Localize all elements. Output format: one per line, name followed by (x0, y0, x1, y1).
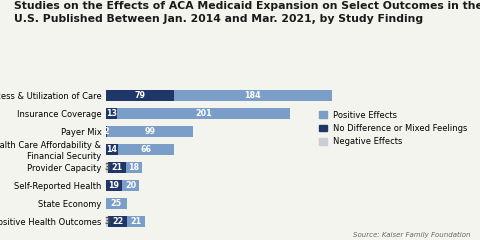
Text: 13: 13 (106, 109, 117, 118)
Bar (127, 216, 145, 227)
Text: 14: 14 (106, 145, 117, 154)
Bar (106, 198, 127, 209)
Text: 18: 18 (129, 163, 140, 172)
Text: 201: 201 (195, 109, 212, 118)
Text: 21: 21 (131, 217, 142, 226)
Bar (118, 144, 174, 155)
Text: 3: 3 (104, 163, 109, 172)
Legend: Positive Effects, No Difference or Mixed Feelings, Negative Effects: Positive Effects, No Difference or Mixed… (316, 107, 471, 149)
Bar (108, 126, 192, 137)
Text: 3: 3 (104, 217, 109, 226)
Bar (108, 162, 126, 173)
Bar (126, 162, 142, 173)
Bar (174, 90, 332, 101)
Bar (106, 144, 118, 155)
Text: Studies on the Effects of ACA Medicaid Expansion on Select Outcomes in the
U.S. : Studies on the Effects of ACA Medicaid E… (14, 1, 480, 24)
Text: 99: 99 (144, 127, 156, 136)
Bar (117, 108, 290, 119)
Text: 66: 66 (141, 145, 152, 154)
Text: 21: 21 (112, 163, 123, 172)
Text: Source: Kaiser Family Foundation: Source: Kaiser Family Foundation (353, 232, 470, 238)
Bar (106, 126, 108, 137)
Bar (108, 216, 127, 227)
Text: 79: 79 (134, 91, 145, 100)
Bar (106, 180, 122, 191)
Text: 22: 22 (112, 217, 123, 226)
Bar (106, 162, 108, 173)
Text: 19: 19 (108, 181, 119, 190)
Bar (122, 180, 139, 191)
Bar (106, 108, 117, 119)
Text: 184: 184 (244, 91, 261, 100)
Bar (106, 90, 174, 101)
Text: 20: 20 (125, 181, 136, 190)
Bar (106, 216, 108, 227)
Text: 2: 2 (104, 127, 109, 136)
Text: 25: 25 (111, 199, 122, 208)
